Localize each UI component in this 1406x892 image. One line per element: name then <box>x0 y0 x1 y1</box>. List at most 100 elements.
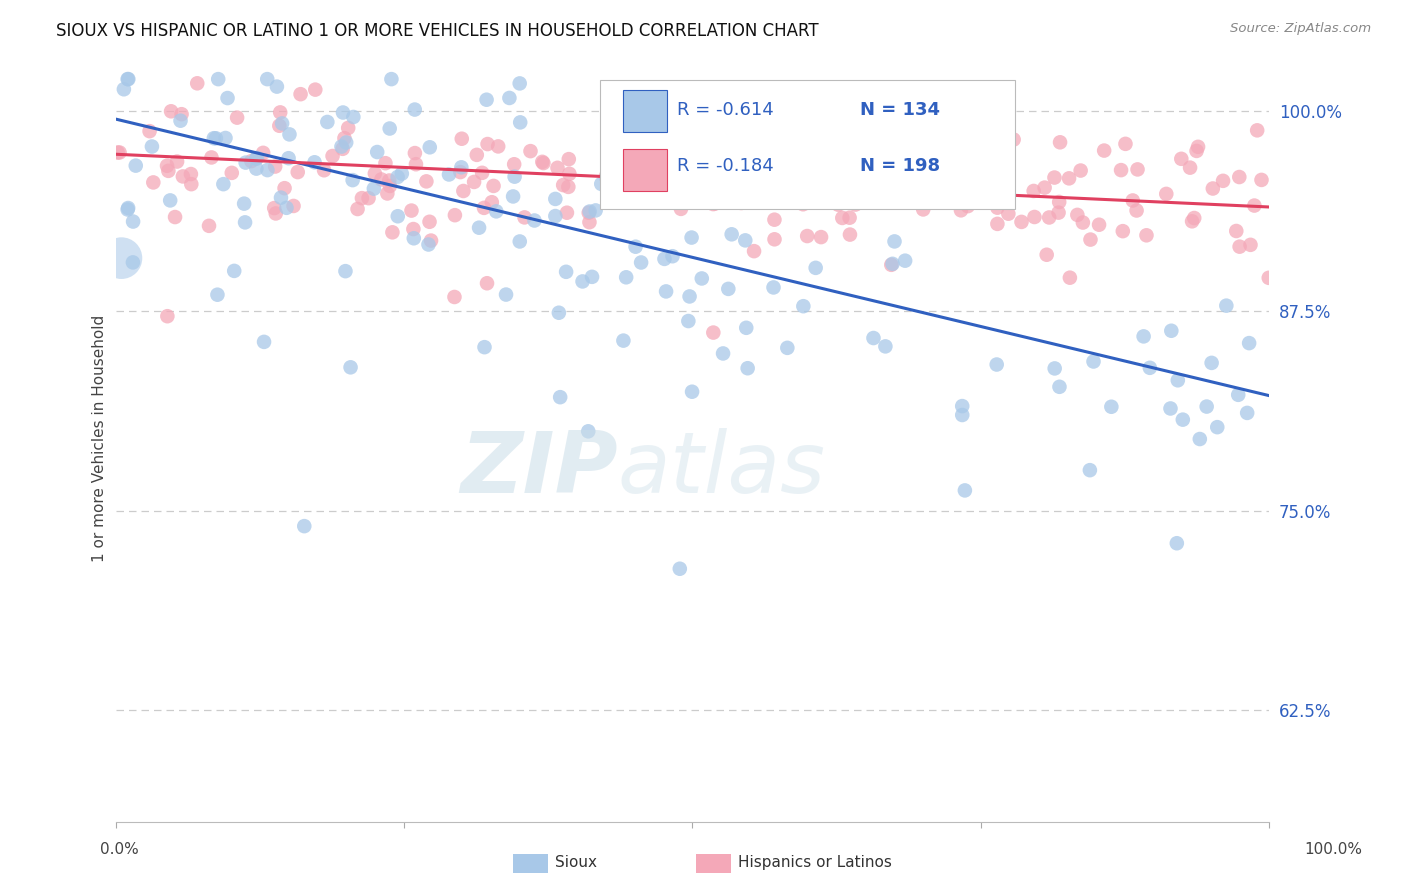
Point <box>335 264 357 278</box>
Point <box>332 105 354 120</box>
Point <box>419 140 441 154</box>
Point <box>547 161 569 175</box>
Point <box>880 258 903 272</box>
Text: ZIP: ZIP <box>460 428 617 511</box>
Point <box>346 202 368 216</box>
Point <box>531 156 554 170</box>
Point <box>1038 211 1060 225</box>
Point <box>224 264 246 278</box>
Point <box>381 225 404 239</box>
Point <box>180 177 202 191</box>
Point <box>792 299 814 313</box>
Point <box>907 184 929 198</box>
Point <box>950 399 973 413</box>
Point <box>350 191 373 205</box>
Point <box>883 235 905 249</box>
Point <box>437 168 460 182</box>
Point <box>253 334 276 349</box>
Point <box>838 211 860 225</box>
Text: R = -0.614: R = -0.614 <box>678 101 775 120</box>
Point <box>844 197 866 211</box>
Point <box>606 137 628 152</box>
Point <box>502 189 524 203</box>
Point <box>1159 401 1181 416</box>
Point <box>387 209 409 223</box>
Text: R = -0.184: R = -0.184 <box>678 157 775 175</box>
Point <box>612 334 634 348</box>
Point <box>634 119 657 133</box>
Point <box>792 197 814 211</box>
Point <box>377 186 399 201</box>
Point <box>246 151 269 165</box>
Point <box>233 196 256 211</box>
Point <box>217 91 239 105</box>
Point <box>465 148 488 162</box>
Point <box>1078 463 1101 477</box>
Point <box>117 201 139 215</box>
Text: atlas: atlas <box>617 428 825 511</box>
Point <box>827 197 849 211</box>
Point <box>734 152 756 166</box>
Point <box>1043 361 1066 376</box>
Point <box>578 205 600 219</box>
Point <box>1122 194 1144 208</box>
Point <box>1166 536 1188 550</box>
Point <box>122 214 145 228</box>
Point <box>804 260 827 275</box>
Point <box>965 174 987 188</box>
Point <box>363 182 385 196</box>
Point <box>932 158 955 172</box>
Text: Hispanics or Latinos: Hispanics or Latinos <box>738 855 891 870</box>
Point <box>641 161 664 176</box>
Point <box>117 72 139 87</box>
Point <box>477 136 499 151</box>
Point <box>481 195 503 210</box>
Point <box>322 149 344 163</box>
Point <box>304 155 326 169</box>
Point <box>997 207 1019 221</box>
Point <box>606 177 628 191</box>
Point <box>1047 205 1070 219</box>
Point <box>245 152 267 166</box>
Point <box>1099 400 1122 414</box>
Point <box>453 184 475 198</box>
Point <box>418 237 440 252</box>
Point <box>122 255 145 269</box>
Point <box>949 203 972 218</box>
Point <box>1202 181 1225 195</box>
Point <box>498 91 520 105</box>
FancyBboxPatch shape <box>600 79 1015 209</box>
Point <box>981 133 1004 147</box>
Point <box>523 213 546 227</box>
Point <box>138 124 160 138</box>
Point <box>1229 240 1251 254</box>
Point <box>742 244 765 259</box>
Point <box>810 230 832 244</box>
Point <box>342 173 364 187</box>
Point <box>880 165 903 179</box>
Point <box>141 139 163 153</box>
Point <box>1236 406 1258 420</box>
Point <box>342 110 364 124</box>
Point <box>519 144 541 158</box>
Point <box>503 157 526 171</box>
Point <box>1227 388 1250 402</box>
Point <box>633 186 655 201</box>
Point <box>485 204 508 219</box>
Point <box>278 128 301 142</box>
Point <box>264 160 287 174</box>
Point <box>1070 163 1092 178</box>
Point <box>226 111 249 125</box>
Point <box>332 142 354 156</box>
Point <box>474 340 496 354</box>
Point <box>1257 270 1279 285</box>
Point <box>668 562 690 576</box>
Point <box>794 87 817 102</box>
Point <box>700 174 723 188</box>
Point <box>404 103 426 117</box>
Point <box>956 199 979 213</box>
Point <box>391 167 413 181</box>
Point <box>1047 194 1070 209</box>
Point <box>558 152 581 166</box>
Point <box>986 201 1008 215</box>
